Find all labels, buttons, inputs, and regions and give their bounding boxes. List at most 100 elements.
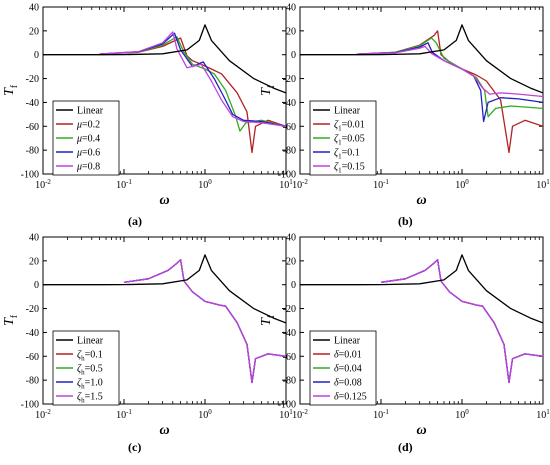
panel-caption-b: (b) <box>398 214 413 228</box>
x-tick-label-a: 10-1 <box>116 178 132 191</box>
legend-label-d: Linear <box>334 336 361 347</box>
legend-label-c: ζh=0.5 <box>77 364 103 377</box>
y-tick-label-d: -80 <box>283 376 296 387</box>
y-tick-label-a: 20 <box>29 26 39 37</box>
legend-label-b: Linear <box>334 106 361 117</box>
y-tick-label-d: 0 <box>291 280 296 291</box>
y-tick-label-c: 40 <box>29 233 39 244</box>
y-tick-label-a: 0 <box>34 50 39 61</box>
y-tick-label-b: -20 <box>283 74 296 85</box>
series-line-a <box>99 37 286 154</box>
x-tick-label-c: 10-1 <box>116 408 132 421</box>
legend-label-b: ζ1=0.1 <box>334 148 360 161</box>
x-tick-label-c: 10-2 <box>35 408 51 421</box>
y-tick-label-a: -100 <box>21 170 39 181</box>
y-tick-label-d: -100 <box>278 400 296 411</box>
y-tick-label-a: 40 <box>29 3 39 14</box>
legend-label-d: δ=0.01 <box>334 350 362 361</box>
series-line-a <box>43 24 286 94</box>
series-line-a <box>99 32 286 127</box>
legend-label-c: Linear <box>77 336 104 347</box>
legend-label-d: δ=0.08 <box>334 378 362 389</box>
y-axis-label-a: Tf <box>2 85 19 96</box>
x-tick-label-a: 101 <box>279 178 293 191</box>
legend-label-c: ζh=0.1 <box>77 350 103 363</box>
plot-frame-a <box>42 6 287 175</box>
legend-label-b: ζ1=0.05 <box>334 134 365 147</box>
legend-label-b: ζ1=0.15 <box>334 162 365 175</box>
series-line-b <box>300 24 543 94</box>
y-tick-label-c: 20 <box>29 256 39 267</box>
x-tick-label-b: 10-2 <box>292 178 308 191</box>
y-tick-label-b: 20 <box>286 26 296 37</box>
legend-d <box>309 330 377 406</box>
legend-label-a: μ=0.8 <box>76 162 100 173</box>
series-line-b <box>356 45 543 98</box>
y-axis-label-d: Tf <box>259 315 276 326</box>
series-line-d <box>380 259 543 384</box>
series-line-d <box>380 259 543 384</box>
y-tick-label-a: -60 <box>26 122 39 133</box>
legend-label-c: ζh=1.5 <box>77 392 103 405</box>
series-line-d <box>380 259 543 384</box>
y-tick-label-b: -80 <box>283 146 296 157</box>
legend-label-a: Linear <box>77 106 104 117</box>
x-tick-label-c: 100 <box>198 408 212 421</box>
legend-c <box>52 330 120 406</box>
series-line-b <box>356 30 543 154</box>
y-tick-label-b: -100 <box>278 170 296 181</box>
legend-label-c: ζh=1.0 <box>77 378 103 391</box>
x-tick-label-d: 10-2 <box>292 408 308 421</box>
panel-caption-a: (a) <box>128 214 142 228</box>
y-tick-label-d: 20 <box>286 256 296 267</box>
series-line-a <box>99 36 286 132</box>
legend-label-a: μ=0.2 <box>76 120 100 131</box>
series-line-c <box>123 259 286 384</box>
legend-label-a: μ=0.4 <box>76 134 100 145</box>
legend-label-d: δ=0.04 <box>334 364 362 375</box>
x-tick-label-a: 10-2 <box>35 178 51 191</box>
y-tick-label-c: -40 <box>26 328 39 339</box>
x-tick-label-b: 100 <box>455 178 469 191</box>
y-tick-label-a: -20 <box>26 74 39 85</box>
x-tick-label-d: 10-1 <box>373 408 389 421</box>
y-tick-label-b: 40 <box>286 3 296 14</box>
plot-frame-d <box>299 236 544 405</box>
y-tick-label-c: -20 <box>26 304 39 315</box>
y-tick-label-b: -60 <box>283 122 296 133</box>
y-tick-label-c: 0 <box>34 280 39 291</box>
series-line-c <box>43 254 286 324</box>
series-line-b <box>356 37 543 118</box>
y-tick-label-d: -20 <box>283 304 296 315</box>
x-axis-label-d: ω <box>416 423 426 438</box>
y-tick-label-c: -80 <box>26 376 39 387</box>
x-tick-label-b: 101 <box>536 178 550 191</box>
x-tick-label-a: 100 <box>198 178 212 191</box>
x-axis-label-b: ω <box>416 193 426 208</box>
plot-frame-c <box>42 236 287 405</box>
x-tick-label-c: 101 <box>279 408 293 421</box>
x-axis-label-c: ω <box>159 423 169 438</box>
y-axis-label-b: Tf <box>259 85 276 96</box>
legend-label-b: ζ1=0.01 <box>334 120 365 133</box>
y-tick-label-a: -80 <box>26 146 39 157</box>
y-tick-label-b: -40 <box>283 98 296 109</box>
panel-caption-d: (d) <box>398 440 413 454</box>
legend-label-a: μ=0.6 <box>76 148 100 159</box>
y-tick-label-c: -100 <box>21 400 39 411</box>
series-line-d <box>380 259 543 384</box>
y-tick-label-a: -40 <box>26 98 39 109</box>
x-tick-label-d: 101 <box>536 408 550 421</box>
series-line-a <box>99 31 286 127</box>
panel-caption-c: (c) <box>128 440 142 454</box>
legend-label-d: δ=0.125 <box>334 392 367 403</box>
y-tick-label-d: -60 <box>283 352 296 363</box>
plot-frame-b <box>299 6 544 175</box>
series-line-d <box>300 254 543 324</box>
x-tick-label-b: 10-1 <box>373 178 389 191</box>
x-axis-label-a: ω <box>159 193 169 208</box>
